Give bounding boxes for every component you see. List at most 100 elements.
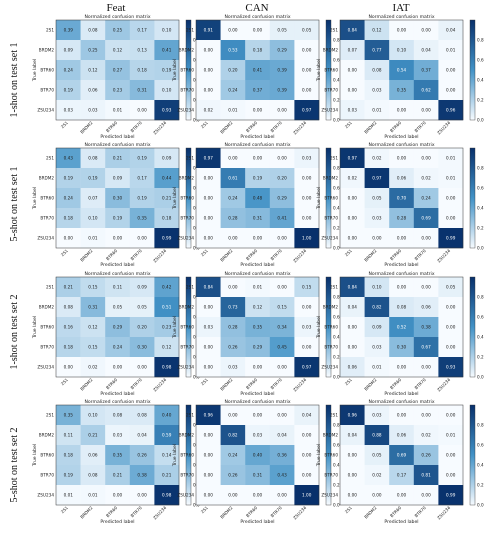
cell-value-label: 0.21 — [162, 473, 172, 478]
heatmap-cell — [389, 148, 414, 169]
heatmap-cell — [364, 208, 390, 229]
cell-value-label: 0.00 — [204, 493, 214, 498]
cell-value-label: 0.00 — [372, 493, 382, 498]
cell-value-label: 0.00 — [446, 196, 456, 201]
heatmap-cell — [438, 40, 464, 61]
heatmap-cell — [129, 357, 155, 378]
cell-value-label: 0.36 — [277, 453, 287, 458]
heatmap-cell — [389, 188, 414, 209]
heatmap-cell — [129, 60, 155, 81]
heatmap-cell — [340, 425, 365, 446]
heatmap-cell — [389, 297, 414, 318]
cell-value-label: 0.01 — [446, 433, 456, 438]
heatmap-cell — [294, 20, 320, 41]
x-tick-label: BRDM2 — [363, 505, 378, 520]
cell-value-label: 0.00 — [397, 156, 407, 161]
colorbar-tick-label: 0.8 — [477, 38, 484, 43]
colorbar-tick-label: 0.4 — [333, 335, 340, 340]
heatmap-cell — [105, 80, 130, 101]
heatmap-cell — [245, 405, 270, 426]
cell-value-label: 0.00 — [446, 88, 456, 93]
colorbar — [469, 147, 476, 249]
cell-value-label: 0.20 — [277, 176, 287, 181]
x-tick-label: BTR70 — [414, 505, 427, 518]
heatmap-cell — [364, 188, 390, 209]
x-tick-label: 2S1 — [344, 377, 353, 386]
cell-value-label: 0.00 — [397, 108, 407, 113]
cell-value-label: 0.18 — [253, 48, 263, 53]
x-tick-label: BRDM2 — [79, 248, 94, 263]
cell-value-label: 0.41 — [277, 216, 287, 221]
cell-value-label: 0.03 — [372, 345, 382, 350]
cell-value-label: 0.03 — [372, 88, 382, 93]
cell-value-label: 0.13 — [137, 48, 147, 53]
heatmap-cell — [245, 60, 270, 81]
cell-value-label: 0.26 — [137, 453, 147, 458]
heatmap-cell — [196, 168, 221, 189]
cell-value-label: 0.09 — [162, 156, 172, 161]
cell-value-label: 0.28 — [397, 216, 407, 221]
x-tick-label: BTR70 — [270, 248, 283, 261]
cell-value-label: 0.19 — [64, 473, 74, 478]
heatmap-cell — [245, 228, 270, 249]
heatmap-cell — [245, 465, 270, 486]
heatmap-cell — [105, 357, 130, 378]
cell-value-label: 0.08 — [88, 473, 98, 478]
heatmap-cell — [220, 337, 246, 358]
panel-title: Normalized confusion matrix — [84, 271, 150, 277]
plot-frame — [55, 147, 180, 249]
heatmap-cell — [413, 357, 439, 378]
heatmap-cell — [245, 317, 270, 338]
heatmap-cell — [389, 208, 414, 229]
colorbar-tick-label: 0.4 — [477, 206, 484, 211]
colorbar — [325, 147, 332, 249]
plot-frame — [55, 276, 180, 378]
cell-value-label: 0.21 — [113, 156, 123, 161]
heatmap-cell — [220, 80, 246, 101]
x-tick-label: BTR70 — [270, 505, 283, 518]
heatmap-cell — [56, 188, 81, 209]
x-tick-label: 2S1 — [200, 248, 209, 257]
heatmap-cell — [154, 40, 180, 61]
y-tick-label: BRDM2 — [179, 176, 195, 181]
cell-value-label: 0.05 — [446, 285, 456, 290]
heatmap-cell — [364, 337, 390, 358]
heatmap-cell — [154, 485, 180, 506]
heatmap-cell — [245, 445, 270, 466]
cell-value-label: 0.12 — [372, 28, 382, 33]
heatmap-cell — [438, 208, 464, 229]
heatmap-cell — [56, 277, 81, 298]
x-tick-label: BTR70 — [270, 377, 283, 390]
x-tick-label: BRDM2 — [219, 248, 234, 263]
heatmap-cell — [196, 277, 221, 298]
y-tick-label: BRDM2 — [179, 305, 195, 310]
y-axis-label: True label — [172, 59, 178, 82]
heatmap-cell — [56, 445, 81, 466]
heatmap-cell — [56, 168, 81, 189]
plot-frame — [55, 404, 180, 506]
cell-value-label: 0.00 — [302, 196, 312, 201]
colorbar-tick-label: 0.2 — [333, 355, 340, 360]
x-tick-label: BTR70 — [130, 120, 143, 133]
cell-value-label: 0.12 — [113, 48, 123, 53]
cell-value-label: 0.00 — [228, 28, 238, 33]
cell-value-label: 0.04 — [277, 433, 287, 438]
cell-value-label: 0.09 — [113, 176, 123, 181]
cell-value-label: 0.12 — [162, 345, 172, 350]
y-axis-label: True label — [32, 316, 38, 339]
cell-value-label: 0.06 — [88, 453, 98, 458]
cell-value-label: 0.70 — [397, 196, 407, 201]
heatmap-cell — [129, 425, 155, 446]
colorbar — [325, 404, 332, 506]
cell-value-label: 0.19 — [88, 176, 98, 181]
heatmap-cell — [245, 40, 270, 61]
heatmap-panel: Normalized confusion matrix 0.84 0.10 0.00 0… — [316, 271, 484, 397]
heatmap-cell — [413, 405, 439, 426]
cell-value-label: 0.00 — [228, 413, 238, 418]
cell-value-label: 0.39 — [277, 88, 287, 93]
colorbar-tick-label: 0.0 — [333, 375, 340, 380]
colorbar-tick-label: 0.0 — [477, 503, 484, 508]
row-titles: 1-shot on test set 1 5-shot on test set … — [9, 43, 20, 503]
cell-value-label: 0.18 — [64, 216, 74, 221]
cell-value-label: 0.08 — [113, 413, 123, 418]
